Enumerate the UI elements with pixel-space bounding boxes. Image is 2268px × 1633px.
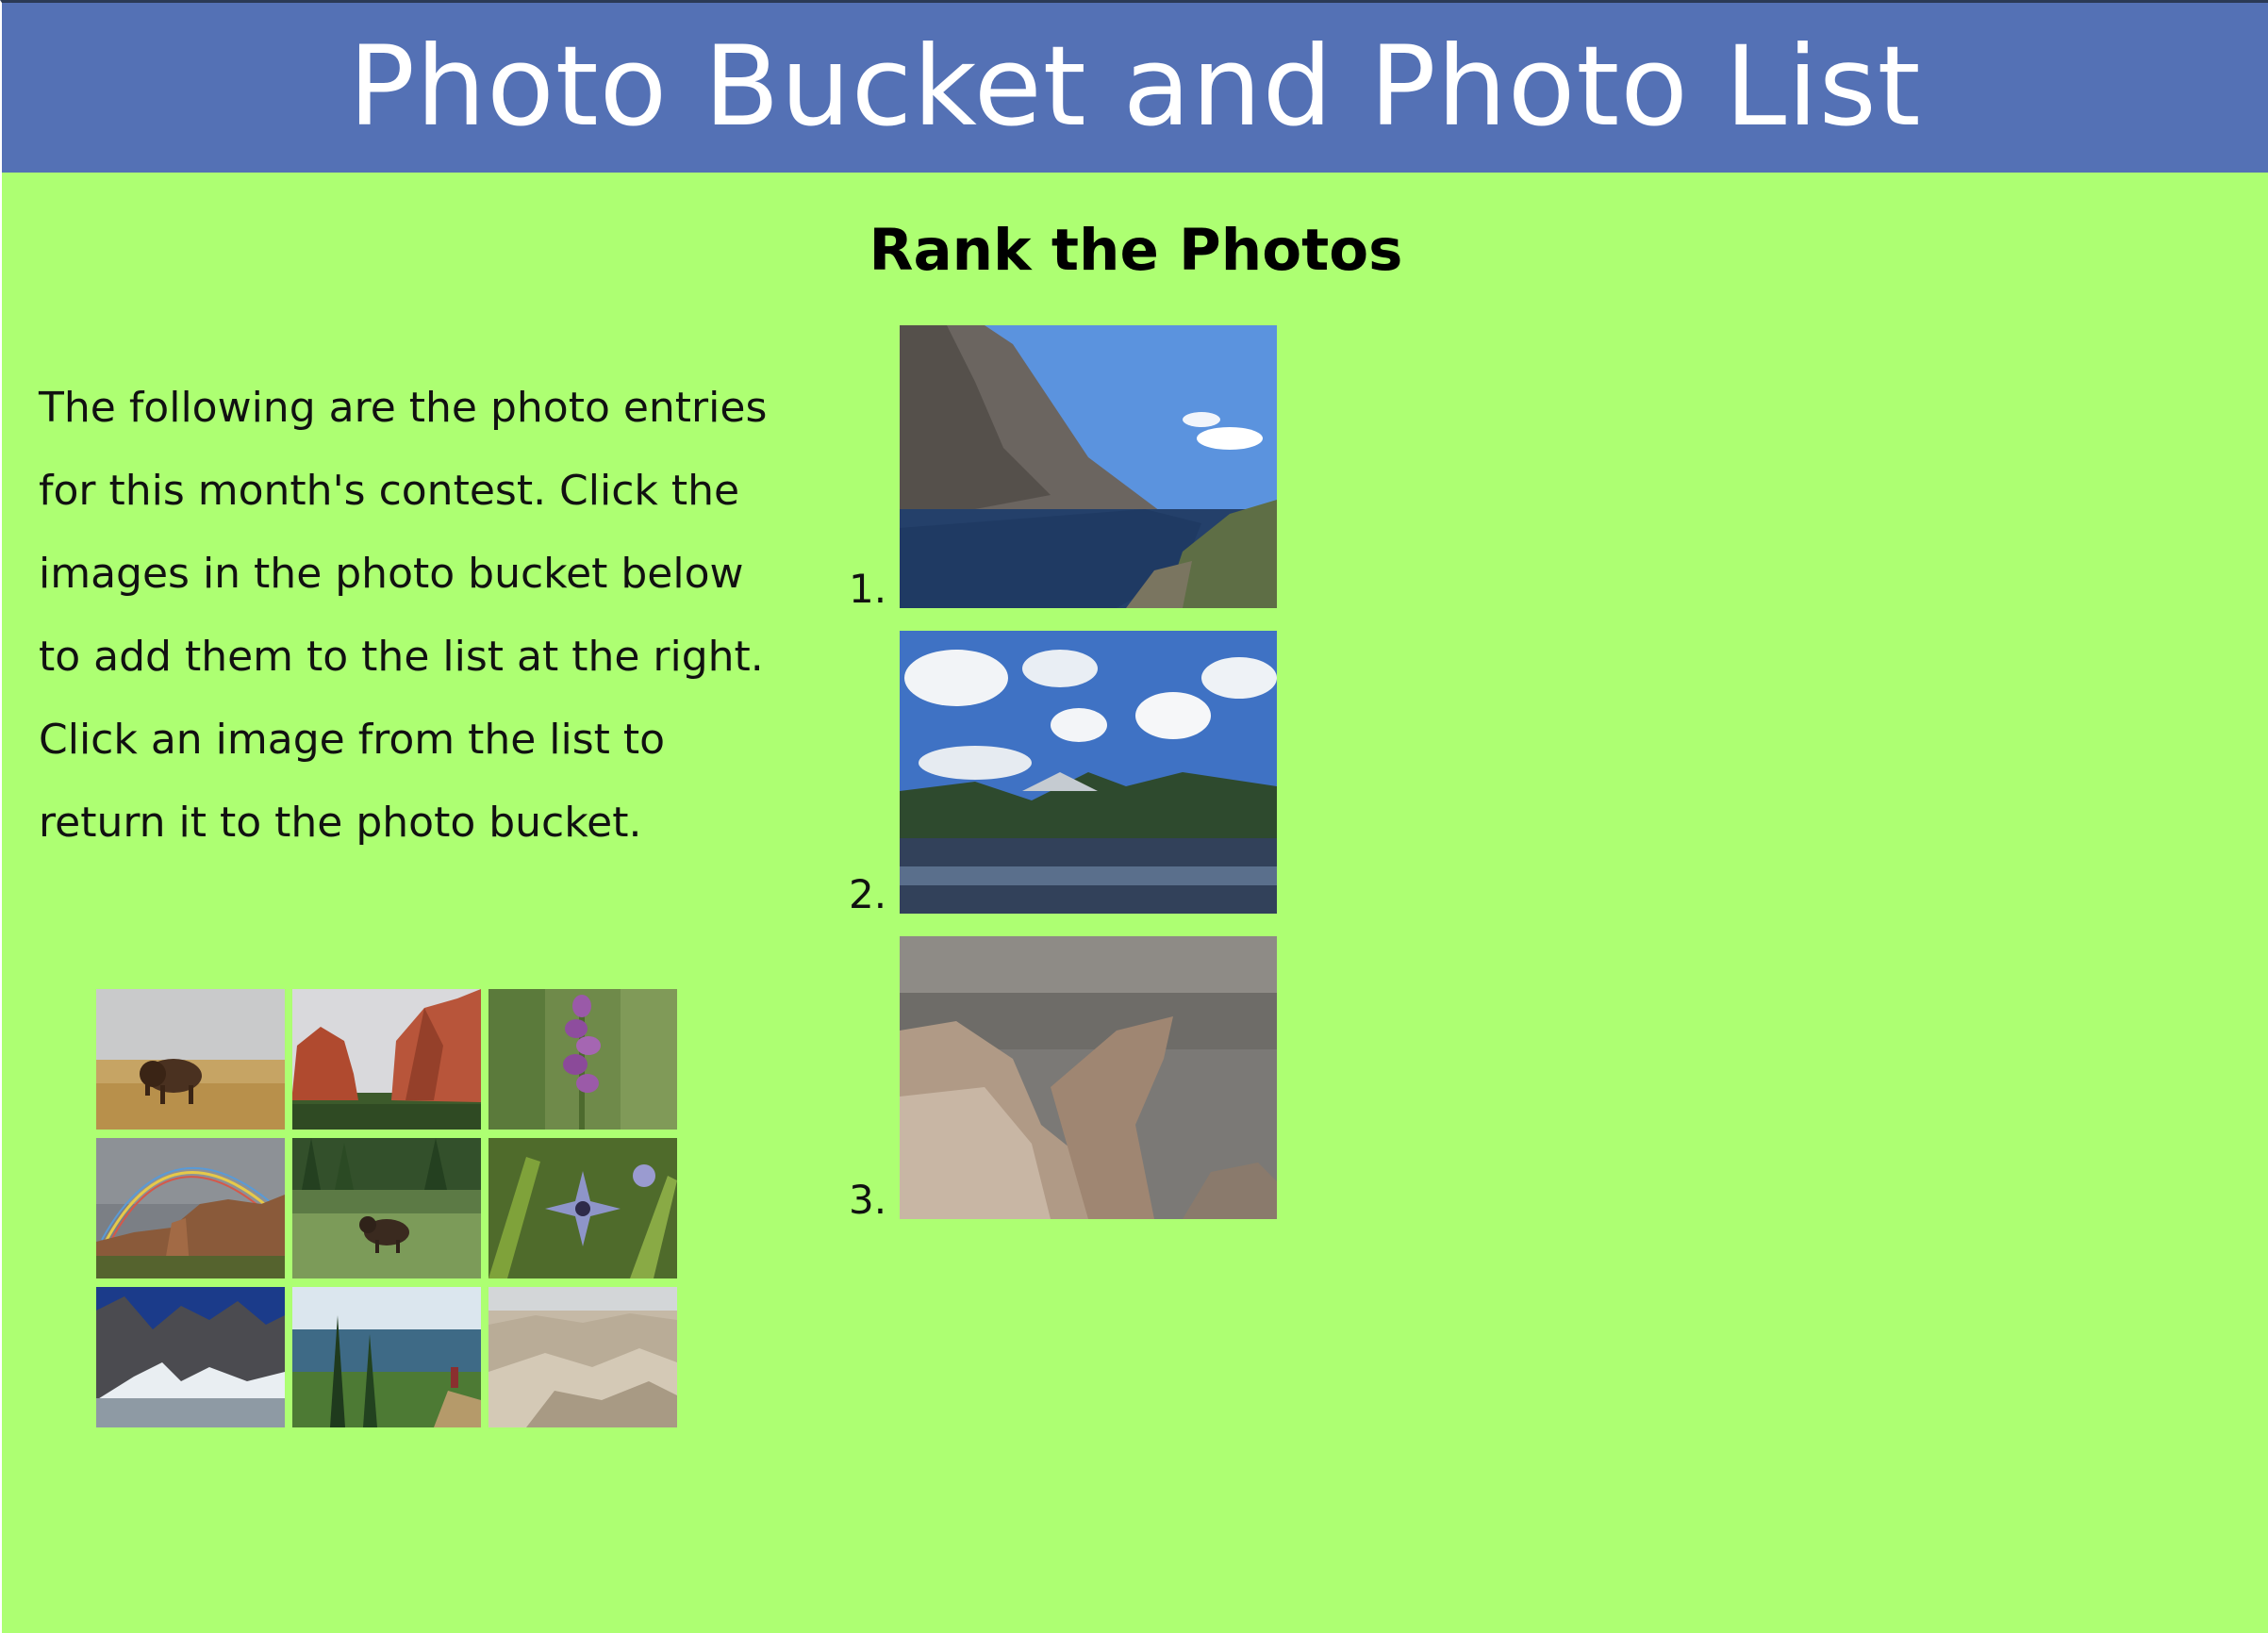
bucket-photo-moose[interactable] bbox=[292, 1138, 481, 1278]
red-rock-formations-photo-icon bbox=[292, 989, 481, 1130]
rock-outcrop-canyon-photo-icon bbox=[900, 936, 1277, 1219]
bucket-photo-badlands[interactable] bbox=[488, 1287, 677, 1427]
rank-heading: Rank the Photos bbox=[869, 217, 1403, 284]
ranked-photo-list: 1. 2. bbox=[832, 325, 1322, 1242]
bucket-photo-snowy-mountain[interactable] bbox=[96, 1287, 285, 1427]
forest-trail-hiker-photo-icon bbox=[292, 1287, 481, 1427]
blue-star-flower-photo-icon bbox=[488, 1138, 677, 1278]
moose-meadow-photo-icon bbox=[292, 1138, 481, 1278]
bucket-photo-red-rocks[interactable] bbox=[292, 989, 481, 1130]
intro-paragraph: The following are the photo entries for … bbox=[39, 384, 768, 847]
rank-number: 1. bbox=[849, 566, 887, 612]
bucket-photo-blue-flower[interactable] bbox=[488, 1138, 677, 1278]
page-header: Photo Bucket and Photo List bbox=[2, 3, 2268, 173]
page-title: Photo Bucket and Photo List bbox=[348, 21, 1922, 151]
mountain-lake-cliff-photo-icon bbox=[900, 325, 1277, 608]
snowy-mountain-lake-photo-icon bbox=[96, 1287, 285, 1427]
ranked-list-item: 1. bbox=[832, 325, 1322, 612]
bucket-photo-purple-flower[interactable] bbox=[488, 989, 677, 1130]
ranked-list-item: 2. bbox=[832, 631, 1322, 917]
bucket-photo-forest-trail[interactable] bbox=[292, 1287, 481, 1427]
purple-wildflower-photo-icon bbox=[488, 989, 677, 1130]
ranked-photo-1[interactable] bbox=[900, 325, 1277, 608]
ranked-list-item: 3. bbox=[832, 936, 1322, 1223]
bucket-photo-bison[interactable] bbox=[96, 989, 285, 1130]
photo-bucket bbox=[96, 989, 681, 1427]
bucket-photo-rainbow[interactable] bbox=[96, 1138, 285, 1278]
rainbow-canyon-photo-icon bbox=[96, 1138, 285, 1278]
bison-prairie-photo-icon bbox=[96, 989, 285, 1130]
rank-number: 2. bbox=[849, 871, 887, 917]
ranked-photo-3[interactable] bbox=[900, 936, 1277, 1219]
ranked-photo-2[interactable] bbox=[900, 631, 1277, 914]
lake-clouds-reflection-photo-icon bbox=[900, 631, 1277, 914]
badlands-photo-icon bbox=[488, 1287, 677, 1427]
rank-number: 3. bbox=[849, 1177, 887, 1223]
